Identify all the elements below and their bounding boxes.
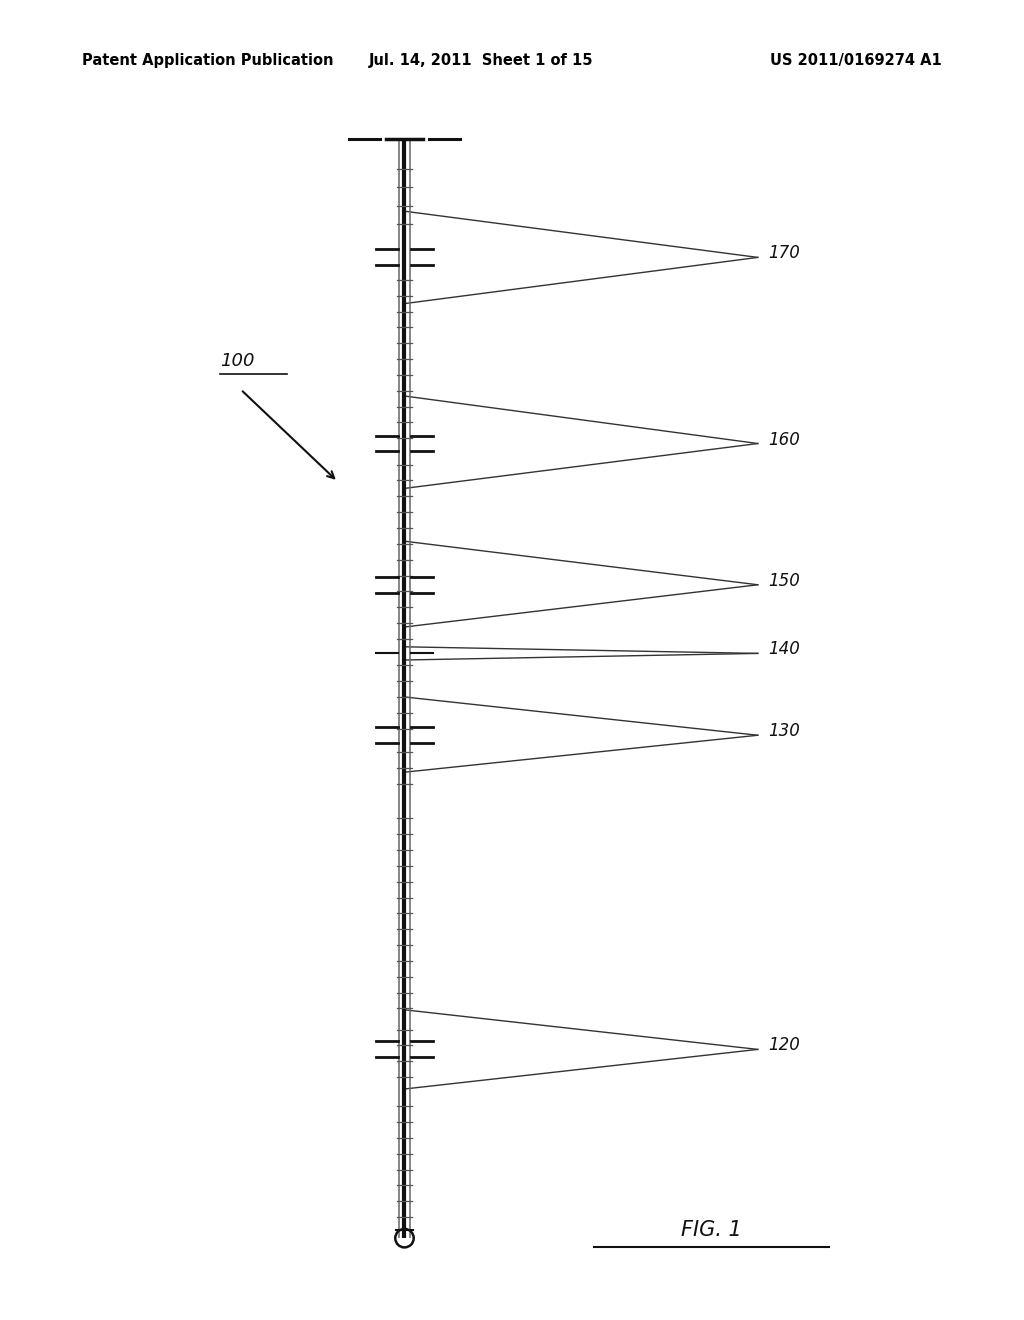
Text: 100: 100 (220, 351, 255, 370)
Text: FIG. 1: FIG. 1 (681, 1220, 742, 1241)
Text: 140: 140 (768, 640, 800, 659)
Text: US 2011/0169274 A1: US 2011/0169274 A1 (770, 53, 942, 69)
Text: 150: 150 (768, 572, 800, 590)
Text: 160: 160 (768, 430, 800, 449)
Text: 170: 170 (768, 244, 800, 263)
Text: 120: 120 (768, 1036, 800, 1055)
Text: 130: 130 (768, 722, 800, 741)
Text: Patent Application Publication: Patent Application Publication (82, 53, 334, 69)
Text: Jul. 14, 2011  Sheet 1 of 15: Jul. 14, 2011 Sheet 1 of 15 (369, 53, 594, 69)
